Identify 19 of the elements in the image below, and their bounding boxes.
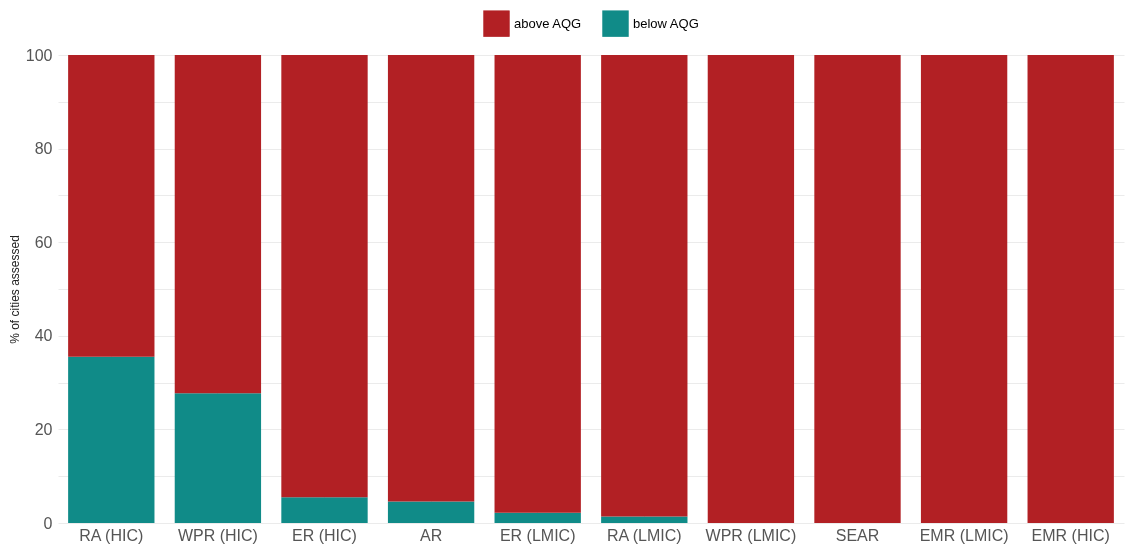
y-tick-label: 0	[43, 514, 53, 532]
x-tick-label: RA (HIC)	[79, 526, 144, 544]
legend-label: below AQG	[633, 15, 699, 31]
x-tick-label: WPR (LMIC)	[705, 526, 797, 544]
x-tick-label: SEAR	[835, 526, 880, 544]
x-tick-label: EMR (HIC)	[1031, 526, 1110, 544]
y-tick-label: 20	[34, 420, 53, 438]
y-tick-label: 40	[34, 327, 53, 345]
x-tick-label: EMR (LMIC)	[919, 526, 1009, 544]
legend-label: above AQG	[514, 15, 582, 31]
x-tick-label: ER (LMIC)	[499, 526, 576, 544]
y-axis-title: % of cities assessed	[7, 235, 22, 344]
x-tick-label: WPR (HIC)	[177, 526, 258, 544]
x-tick-label: ER (HIC)	[292, 526, 357, 544]
x-tick-label: AR	[419, 526, 443, 544]
x-tick-label: RA (LMIC)	[606, 526, 682, 544]
y-tick-label: 60	[34, 233, 53, 251]
y-tick-label: 80	[34, 140, 53, 158]
y-tick-label: 100	[25, 46, 53, 64]
